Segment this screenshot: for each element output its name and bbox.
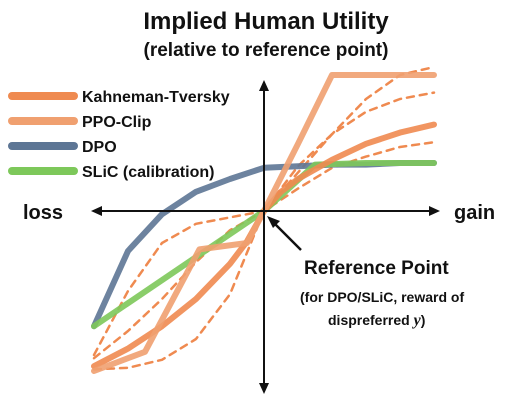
annotation-line1: (for DPO/SLiC, reward of [300, 289, 464, 305]
x-axis-arrow-left [91, 206, 102, 216]
legend: Kahneman-Tversky PPO-Clip DPO SLiC (cali… [8, 89, 230, 181]
annotation-line2-close: ) [421, 312, 426, 328]
annotation-variable: y [412, 312, 422, 329]
legend-label-ppo-clip: PPO-Clip [82, 114, 152, 131]
annotation-line2-text: dispreferred [328, 312, 414, 328]
y-axis-arrow-bottom [259, 383, 269, 394]
chart-title: Implied Human Utility [143, 8, 389, 35]
x-axis-label-gain: gain [454, 202, 495, 224]
x-axis-label-loss: loss [23, 202, 63, 224]
x-axis-arrow-right [429, 206, 440, 216]
annotation-arrow-head [267, 216, 280, 228]
axes [91, 80, 440, 394]
annotation-arrow-shaft [271, 220, 302, 251]
legend-label-dpo: DPO [82, 139, 117, 156]
y-axis-arrow-top [259, 80, 269, 91]
chart-subtitle: (relative to reference point) [143, 40, 389, 61]
legend-label-kahneman-tversky: Kahneman-Tversky [82, 89, 230, 106]
annotation-title: Reference Point [304, 258, 449, 279]
annotation-line2: dispreferred y) [328, 312, 425, 329]
reference-point-annotation: Reference Point (for DPO/SLiC, reward of… [267, 216, 464, 329]
legend-label-slic: SLiC (calibration) [82, 164, 214, 181]
